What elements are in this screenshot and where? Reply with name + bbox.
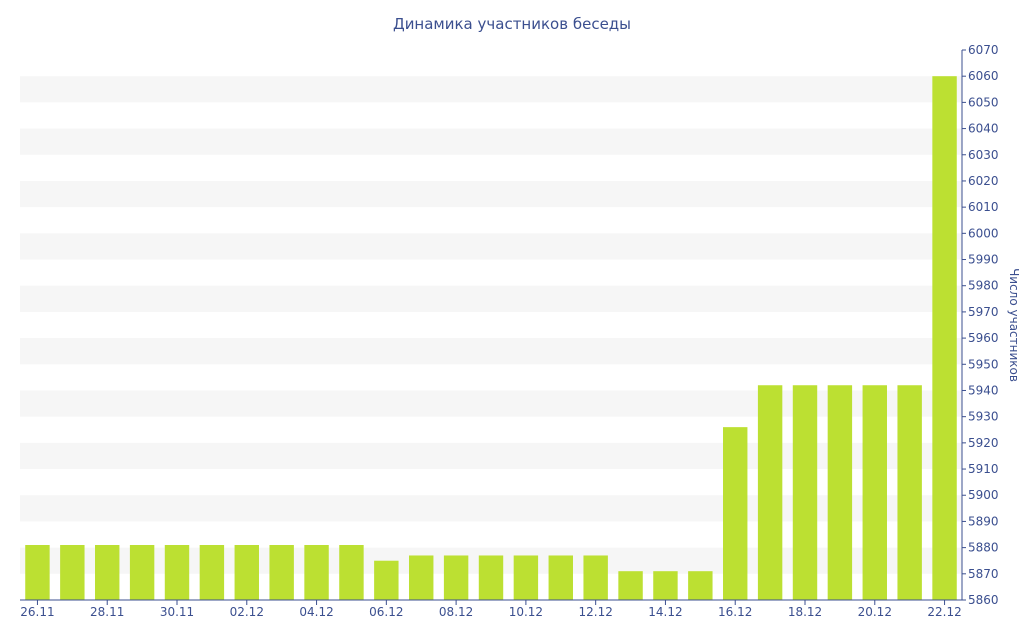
grid-band — [20, 495, 962, 522]
bar-06.12 — [374, 560, 399, 600]
bar-02.12 — [234, 545, 259, 600]
y-tick-label: 6000 — [968, 226, 999, 240]
bar-19.12 — [827, 385, 853, 600]
y-tick-label: 6030 — [968, 148, 999, 162]
x-tick-label: 04.12 — [299, 605, 333, 619]
bars — [25, 76, 957, 600]
x-tick-label: 12.12 — [578, 605, 612, 619]
x-tick-label: 08.12 — [439, 605, 473, 619]
x-tick-label: 22.12 — [927, 605, 961, 619]
bar-13.12 — [618, 571, 643, 600]
x-tick-label: 16.12 — [718, 605, 752, 619]
grid-band — [20, 76, 962, 103]
y-tick-label: 6070 — [968, 43, 999, 57]
y-tick-label: 5970 — [968, 305, 999, 319]
bar-18.12 — [792, 385, 818, 600]
x-tick-label: 02.12 — [230, 605, 264, 619]
bar-29.11 — [129, 545, 155, 600]
y-tick-label: 5900 — [968, 488, 999, 502]
x-tick-label: 18.12 — [788, 605, 822, 619]
x-axis-ticks: 26.11 28.11 30.11 02.12 04.12 06.12 08.12 10.12… — [20, 600, 962, 619]
bar-16.12 — [723, 427, 748, 600]
y-tick-label: 5980 — [968, 279, 999, 293]
x-tick-label: 10.12 — [509, 605, 543, 619]
bar-27.11 — [60, 545, 85, 600]
bar-03.12 — [269, 545, 294, 600]
bar-01.12 — [199, 545, 225, 600]
bar-04.12 — [304, 545, 329, 600]
bar-08.12 — [443, 555, 469, 600]
y-tick-label: 6060 — [968, 69, 999, 83]
y-tick-label: 5880 — [968, 541, 999, 555]
x-tick-label: 30.11 — [160, 605, 194, 619]
y-tick-label: 5950 — [968, 357, 999, 371]
x-tick-label: 20.12 — [858, 605, 892, 619]
y-tick-label: 5920 — [968, 436, 999, 450]
y-tick-label: 6040 — [968, 122, 999, 136]
y-tick-label: 6010 — [968, 200, 999, 214]
bar-05.12 — [339, 545, 364, 600]
grid-band — [20, 285, 962, 312]
bar-15.12 — [688, 571, 713, 600]
bar-17.12 — [757, 385, 783, 600]
y-tick-label: 5860 — [968, 593, 999, 607]
y-tick-label: 5910 — [968, 462, 999, 476]
bar-20.12 — [862, 385, 887, 600]
x-tick-label: 28.11 — [90, 605, 124, 619]
grid-band — [20, 390, 962, 417]
bar-30.11 — [164, 545, 190, 600]
x-tick-label: 06.12 — [369, 605, 403, 619]
bar-10.12 — [513, 555, 539, 600]
bar-09.12 — [478, 555, 504, 600]
y-tick-label: 5890 — [968, 514, 999, 528]
grid-band — [20, 128, 962, 155]
bar-21.12 — [897, 385, 922, 600]
grid-band — [20, 442, 962, 470]
y-tick-label: 6020 — [968, 174, 999, 188]
bar-22.12 — [932, 76, 957, 600]
grid-band — [20, 233, 962, 260]
bar-12.12 — [583, 555, 608, 600]
bar-07.12 — [409, 555, 434, 600]
y-axis-ticks: 5860 5870 5880 5890 5900 5910 5920 5930 5940 5950… — [962, 43, 999, 607]
y-tick-label: 5940 — [968, 383, 999, 397]
y-tick-label: 5870 — [968, 567, 999, 581]
y-tick-label: 5930 — [968, 410, 999, 424]
y-axis-label: Число участников — [1007, 268, 1021, 382]
y-tick-label: 5960 — [968, 331, 999, 345]
chart-title: Динамика участников беседы — [393, 15, 631, 33]
grid-band — [20, 338, 962, 365]
y-tick-label: 6050 — [968, 95, 999, 109]
x-tick-label: 14.12 — [648, 605, 682, 619]
bar-28.11 — [95, 545, 120, 600]
x-tick-label: 26.11 — [20, 605, 54, 619]
bar-26.11 — [25, 545, 50, 600]
grid-bands — [20, 76, 962, 574]
bar-14.12 — [653, 571, 678, 600]
bar-11.12 — [548, 555, 573, 600]
y-tick-label: 5990 — [968, 253, 999, 267]
grid-band — [20, 180, 962, 208]
